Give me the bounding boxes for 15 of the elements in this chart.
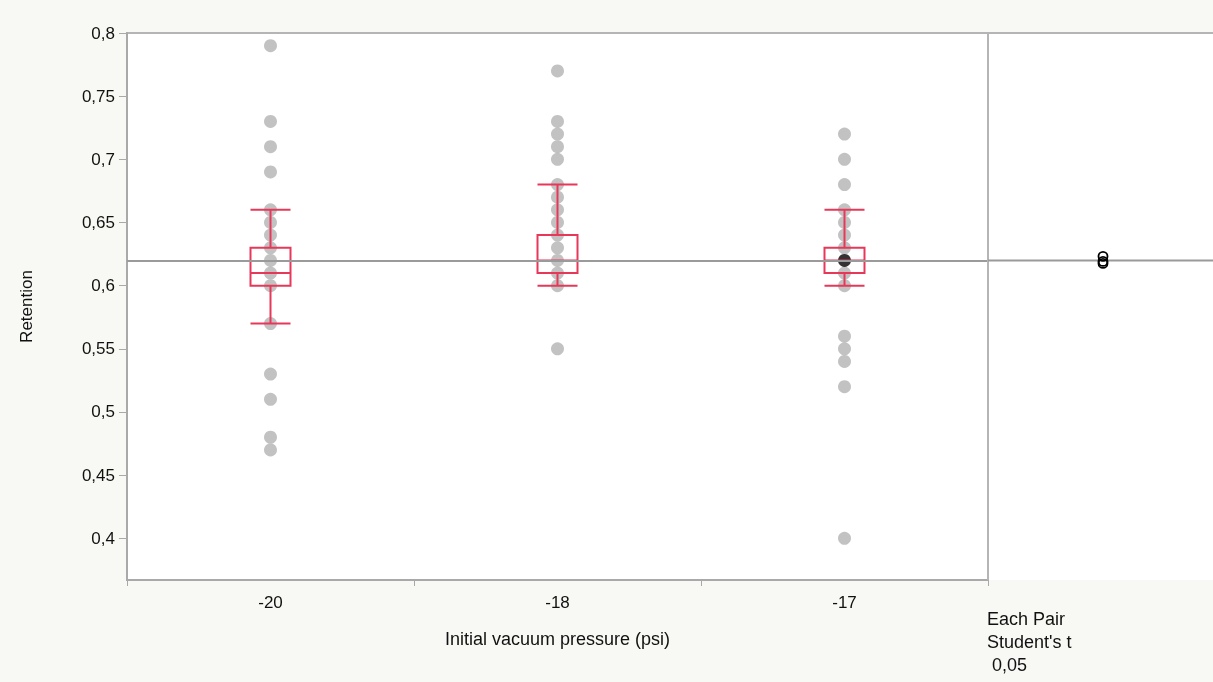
y-tick-label: 0,7 [91, 149, 115, 169]
y-tick-label: 0,65 [81, 212, 115, 232]
x-tick-label: -18 [545, 593, 570, 612]
text: Each Pair Student's t 0,05 [987, 608, 1072, 675]
x-axis-title: Initial vacuum pressure (psi) [444, 629, 671, 649]
y-tick-label: 0,45 [81, 465, 115, 485]
x-tick-label: -17 [832, 593, 857, 612]
x-tick-label: -20 [258, 593, 283, 612]
y-tick-label: 0,6 [91, 276, 115, 296]
y-axis-title: Retention [17, 270, 36, 343]
y-tick-label: 0,4 [91, 528, 115, 548]
y-tick-label: 0,75 [81, 86, 115, 106]
y-tick-label: 0,5 [91, 402, 115, 422]
y-tick-label: 0,55 [81, 339, 115, 359]
y-tick-label: 0,8 [91, 23, 115, 43]
